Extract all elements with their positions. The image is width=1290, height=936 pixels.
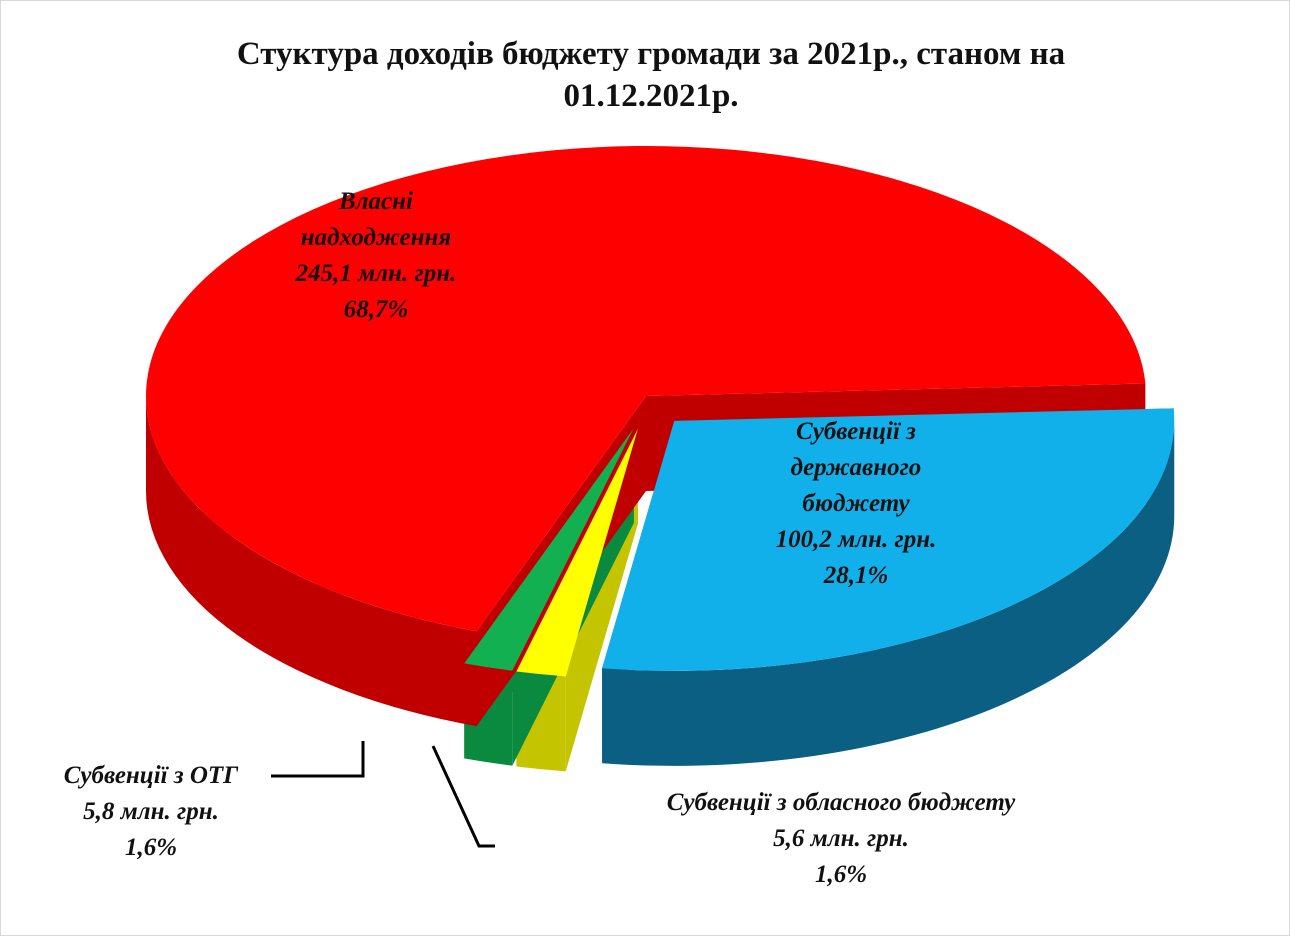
value-label: 28,1% <box>823 562 889 589</box>
leader-line <box>431 745 495 848</box>
category-label: Власні надходження <box>300 188 452 251</box>
amount-label: 5,6 млн. грн. <box>773 825 909 852</box>
pie-slice <box>464 428 634 671</box>
value-label: 1,6% <box>124 834 178 861</box>
pie-slice <box>602 408 1175 671</box>
category-label: Субвенції з обласного бюджету <box>666 789 1016 816</box>
value-label: 68,7% <box>343 296 409 323</box>
amount-label: 100,2 млн. грн. <box>775 526 937 553</box>
category-label: Субвенції з ОТГ <box>63 762 239 789</box>
value-label: 1,6% <box>814 861 868 888</box>
pie-slice <box>516 428 638 677</box>
leader-line <box>271 741 365 778</box>
slice-side <box>602 420 1175 766</box>
slice-label: Субвенції з обласного бюджету 5,6 млн. г… <box>591 785 1091 893</box>
chart-title: Стуктура доходів бюджету громади за 2021… <box>236 36 1066 114</box>
slice-label: Власні надходження 245,1 млн. грн. 68,7% <box>286 184 466 328</box>
category-label: Субвенції з державного бюджету <box>790 418 922 517</box>
slice-side <box>146 396 477 727</box>
amount-label: 245,1 млн. грн. <box>295 260 457 287</box>
slice-label: Субвенції з державного бюджету 100,2 млн… <box>736 414 976 594</box>
slice-label: Субвенції з ОТГ 5,8 млн. грн. 1,6% <box>21 758 281 866</box>
amount-label: 5,8 млн. грн. <box>83 798 219 825</box>
slice-tops <box>146 146 1175 677</box>
pie-slice <box>146 146 1146 632</box>
